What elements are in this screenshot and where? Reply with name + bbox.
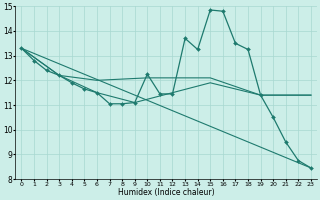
X-axis label: Humidex (Indice chaleur): Humidex (Indice chaleur) bbox=[118, 188, 214, 197]
